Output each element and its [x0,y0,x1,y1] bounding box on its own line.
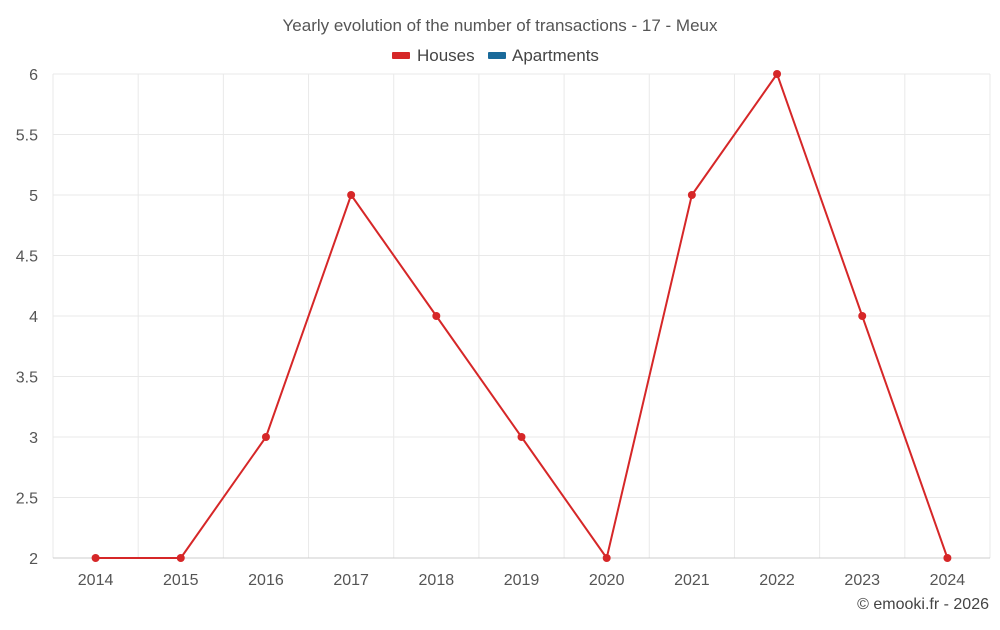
y-tick-label: 4.5 [16,249,38,266]
y-tick-label: 3 [29,430,38,447]
legend-item-apartments[interactable]: Apartments [488,46,599,65]
x-tick-label: 2020 [589,572,625,589]
y-tick-label: 2.5 [16,491,38,508]
series-houses [91,70,952,562]
axes: 2 2.5 3 3.5 4 4.5 5 5.5 6 2014 2015 2016 2017 2018 201… [16,67,990,589]
x-tick-label: 2014 [78,572,114,589]
data-point-houses[interactable] [687,191,696,199]
data-point-houses[interactable] [347,191,356,199]
x-tick-label: 2023 [844,572,880,589]
y-tick-label: 6 [29,67,38,84]
legend-item-houses[interactable]: Houses [392,46,475,65]
data-point-houses[interactable] [773,70,782,78]
data-point-houses[interactable] [602,554,611,562]
data-point-houses[interactable] [432,312,441,320]
data-point-houses[interactable] [517,433,526,441]
legend-label-houses: Houses [417,46,475,65]
data-point-houses[interactable] [858,312,867,320]
legend-swatch-apartments [488,52,506,59]
legend: Houses Apartments [392,46,599,65]
x-tick-label: 2016 [248,572,284,589]
x-tick-label: 2017 [333,572,369,589]
data-point-houses[interactable] [176,554,185,562]
y-tick-label: 4 [29,309,38,326]
y-tick-label: 5.5 [16,128,38,145]
legend-label-apartments: Apartments [512,46,599,65]
data-point-houses[interactable] [943,554,952,562]
chart-title: Yearly evolution of the number of transa… [283,16,718,35]
y-tick-label: 2 [29,551,38,568]
y-tick-label: 3.5 [16,370,38,387]
grid-lines [52,73,991,558]
x-tick-label: 2019 [504,572,540,589]
x-tick-label: 2015 [163,572,199,589]
data-point-houses[interactable] [91,554,100,562]
x-tick-label: 2021 [674,572,710,589]
legend-swatch-houses [392,52,410,59]
data-point-houses[interactable] [261,433,270,441]
credit-text: © emooki.fr - 2026 [857,596,989,613]
x-tick-label: 2022 [759,572,795,589]
x-tick-label: 2024 [930,572,966,589]
y-tick-label: 5 [29,188,38,205]
x-tick-label: 2018 [419,572,455,589]
